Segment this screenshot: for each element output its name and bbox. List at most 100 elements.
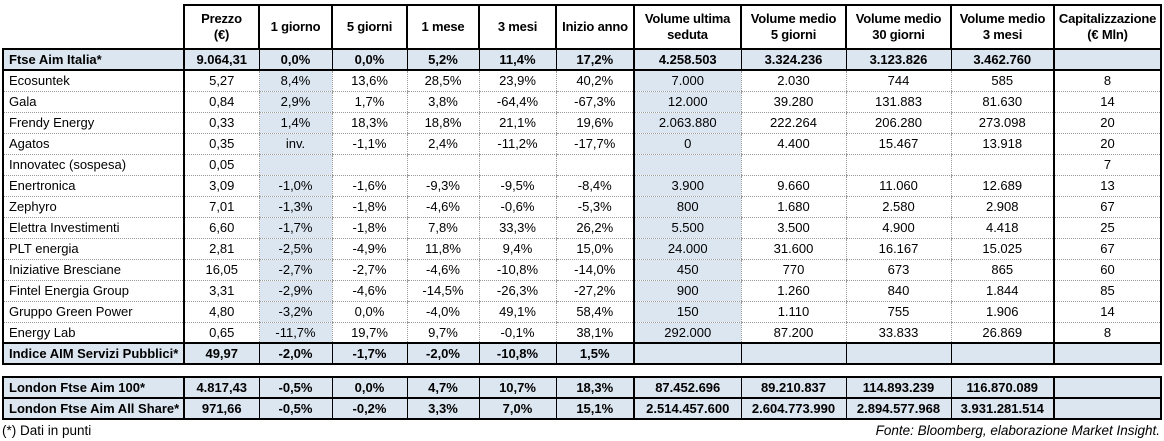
value-cell: -1,6% xyxy=(331,174,407,197)
value-cell: 114.893.239 xyxy=(845,376,952,399)
value-cell: 6,60 xyxy=(183,216,259,239)
value-cell: 4.900 xyxy=(845,216,951,239)
value-cell: -27,2% xyxy=(555,279,634,302)
value-cell xyxy=(478,153,556,176)
header-row: Prezzo (€) 1 giorno 5 giorni 1 mese 3 mesi In… xyxy=(3,4,1162,50)
value-cell: 26,2% xyxy=(555,216,634,239)
value-cell: 13.918 xyxy=(950,132,1054,155)
value-cell: 15.467 xyxy=(845,132,951,155)
value-cell: 39.280 xyxy=(740,90,846,113)
value-cell: 2,9% xyxy=(258,90,332,113)
column-header: Capitalizzazione (€ Mln) xyxy=(1053,4,1162,50)
value-cell: 3.900 xyxy=(633,174,741,197)
value-cell: 744 xyxy=(845,69,951,92)
value-cell: 4.418 xyxy=(950,216,1054,239)
column-header: 1 mese xyxy=(406,4,480,50)
value-cell: 0,35 xyxy=(183,132,259,155)
value-cell: 31.600 xyxy=(740,237,846,260)
table-row: Innovatec (sospesa) 0,05 7 xyxy=(2,153,1162,176)
value-cell: 9,7% xyxy=(406,321,479,344)
table-row: Zephyro 7,01 -1,3% -1,8% -4,6% -0,6% -5,3% 800 1… xyxy=(2,195,1162,218)
value-cell: 0,65 xyxy=(183,321,259,344)
table-row: London Ftse Aim 100* 4.817,43 -0,5% 0,0% 4,7… xyxy=(2,376,1162,399)
value-cell: 9,4% xyxy=(478,237,556,260)
table-row: London Ftse Aim All Share* 971,66 -0,5% -0,… xyxy=(2,397,1162,420)
value-cell: inv. xyxy=(258,132,332,155)
table-row: Elettra Investimenti 6,60 -1,7% -1,8% 7,8% 33… xyxy=(2,216,1162,239)
value-cell: -2,7% xyxy=(258,258,332,281)
value-cell: -10,8% xyxy=(478,258,556,281)
name-cell: Gala xyxy=(2,90,184,113)
name-cell: Ftse Aim Italia* xyxy=(2,48,184,71)
table-row: Energy Lab 0,65 -11,7% 19,7% 9,7% -0,1% 38,1% 2… xyxy=(2,321,1162,344)
value-cell: 15,0% xyxy=(555,237,634,260)
value-cell: 11,4% xyxy=(478,48,556,71)
value-cell: 7,8% xyxy=(406,216,479,239)
value-cell: 2,81 xyxy=(183,237,259,260)
value-cell: 800 xyxy=(633,195,741,218)
value-cell: 33,3% xyxy=(478,216,556,239)
value-cell: -1,8% xyxy=(331,195,407,218)
name-cell: Ecosuntek xyxy=(2,69,184,92)
name-cell: Enertronica xyxy=(2,174,184,197)
value-cell: -1,8% xyxy=(331,216,407,239)
value-cell: 5.500 xyxy=(633,216,741,239)
value-cell: -11,7% xyxy=(258,321,332,344)
value-cell xyxy=(331,153,407,176)
value-cell: 16,05 xyxy=(183,258,259,281)
points-footnote: (*) Dati in punti xyxy=(2,423,92,438)
value-cell xyxy=(950,342,1054,365)
value-cell: -17,7% xyxy=(555,132,634,155)
value-cell xyxy=(633,342,741,365)
value-cell: 3,31 xyxy=(183,279,259,302)
value-cell: 60 xyxy=(1053,258,1162,281)
value-cell: 7,01 xyxy=(183,195,259,218)
value-cell: 3,8% xyxy=(406,90,479,113)
name-cell: Iniziative Bresciane xyxy=(2,258,184,281)
value-cell: -0,1% xyxy=(478,321,556,344)
value-cell: 7 xyxy=(1053,153,1162,176)
value-cell: 21,1% xyxy=(478,111,556,134)
value-cell: 8 xyxy=(1053,321,1162,344)
value-cell: 20 xyxy=(1053,132,1162,155)
value-cell: 20 xyxy=(1053,111,1162,134)
table-row: Enertronica 3,09 -1,0% -1,6% -9,3% -9,5% -8,4%… xyxy=(2,174,1162,197)
value-cell: 25 xyxy=(1053,216,1162,239)
aim-italia-table: Prezzo (€) 1 giorno 5 giorni 1 mese 3 mesi In… xyxy=(2,4,1162,365)
column-header: Volume medio 5 giorni xyxy=(740,4,847,50)
name-cell: Fintel Energia Group xyxy=(2,279,184,302)
value-cell: 23,9% xyxy=(478,69,556,92)
value-cell xyxy=(1053,48,1162,71)
value-cell: 18,3% xyxy=(331,111,407,134)
value-cell: 971,66 xyxy=(183,397,260,420)
value-cell: -10,8% xyxy=(478,342,556,365)
value-cell: -14,0% xyxy=(555,258,634,281)
value-cell: -4,6% xyxy=(331,279,407,302)
column-header: Volume medio 3 mesi xyxy=(950,4,1055,50)
value-cell: 87.452.696 xyxy=(633,376,742,399)
value-cell: 1.844 xyxy=(950,279,1054,302)
value-cell: 49,1% xyxy=(478,300,556,323)
value-cell: -1,1% xyxy=(331,132,407,155)
table-row: Ecosuntek 5,27 8,4% 13,6% 28,5% 23,9% 40,2% 7.0… xyxy=(2,69,1162,92)
value-cell xyxy=(845,342,951,365)
value-cell: 3.324.236 xyxy=(740,48,846,71)
value-cell: -9,5% xyxy=(478,174,556,197)
value-cell: -1,7% xyxy=(258,216,332,239)
value-cell: -1,7% xyxy=(331,342,407,365)
value-cell: 58,4% xyxy=(555,300,634,323)
source-note: Fonte: Bloomberg, elaborazione Market In… xyxy=(875,423,1160,438)
value-cell: 13 xyxy=(1053,174,1162,197)
name-cell: Zephyro xyxy=(2,195,184,218)
value-cell: 19,7% xyxy=(331,321,407,344)
value-cell: 15,1% xyxy=(555,397,635,420)
value-cell: 116.870.089 xyxy=(950,376,1055,399)
name-cell: Indice AIM Servizi Pubblici* xyxy=(2,342,184,365)
value-cell: -64,4% xyxy=(478,90,556,113)
value-cell: -67,3% xyxy=(555,90,634,113)
value-cell: 0,0% xyxy=(331,300,407,323)
value-cell: 222.264 xyxy=(740,111,846,134)
table-row: Ftse Aim Italia* 9.064,31 0,0% 0,0% 5,2% 11,4… xyxy=(2,48,1162,71)
blank-corner-cell xyxy=(3,5,184,49)
value-cell xyxy=(1053,376,1162,399)
